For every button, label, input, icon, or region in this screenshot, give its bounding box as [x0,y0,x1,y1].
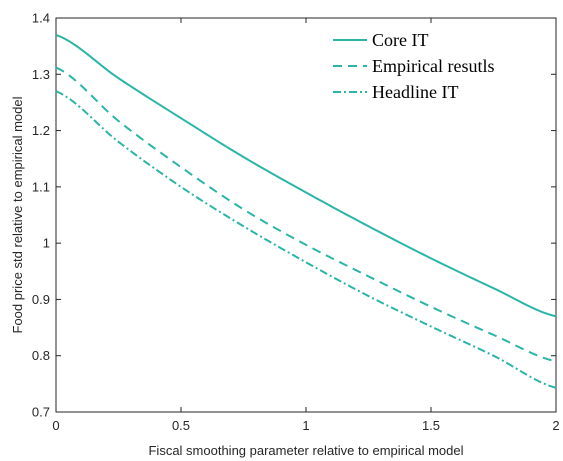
x-axis-label: Fiscal smoothing parameter relative to e… [148,443,463,458]
series-line-0 [55,33,557,318]
y-tick-label: 1.4 [32,11,50,26]
series-line-1 [55,66,557,363]
y-tick-label: 0.7 [32,405,50,420]
x-axis: 0 0.5 1 1.5 2 [52,18,560,433]
legend-label-2: Headline IT [372,82,458,102]
plot-area [55,17,557,413]
y-tick-label: 1 [43,236,50,251]
x-tick-label: 1.5 [422,418,440,433]
x-tick-label: 0.5 [172,418,190,433]
x-tick-label: 2 [552,418,559,433]
y-tick-label: 1.2 [32,123,50,138]
y-tick-label: 1.1 [32,179,50,194]
series-layer [55,33,557,389]
series-line-2 [55,90,557,389]
y-tick-label: 0.8 [32,348,50,363]
x-tick-label: 0 [52,418,59,433]
y-tick-label: 0.9 [32,292,50,307]
x-tick-label: 1 [302,418,309,433]
y-axis-label: Food price std relative to empirical mod… [10,96,25,333]
plot-frame [55,17,557,413]
y-tick-label: 1.3 [32,67,50,82]
y-axis: 0.7 0.8 0.9 1 1.1 1.2 1.3 1.4 [32,11,556,420]
legend: Core IT Empirical resutls Headline IT [333,30,494,102]
legend-label-0: Core IT [372,30,428,50]
legend-label-1: Empirical resutls [372,56,494,76]
